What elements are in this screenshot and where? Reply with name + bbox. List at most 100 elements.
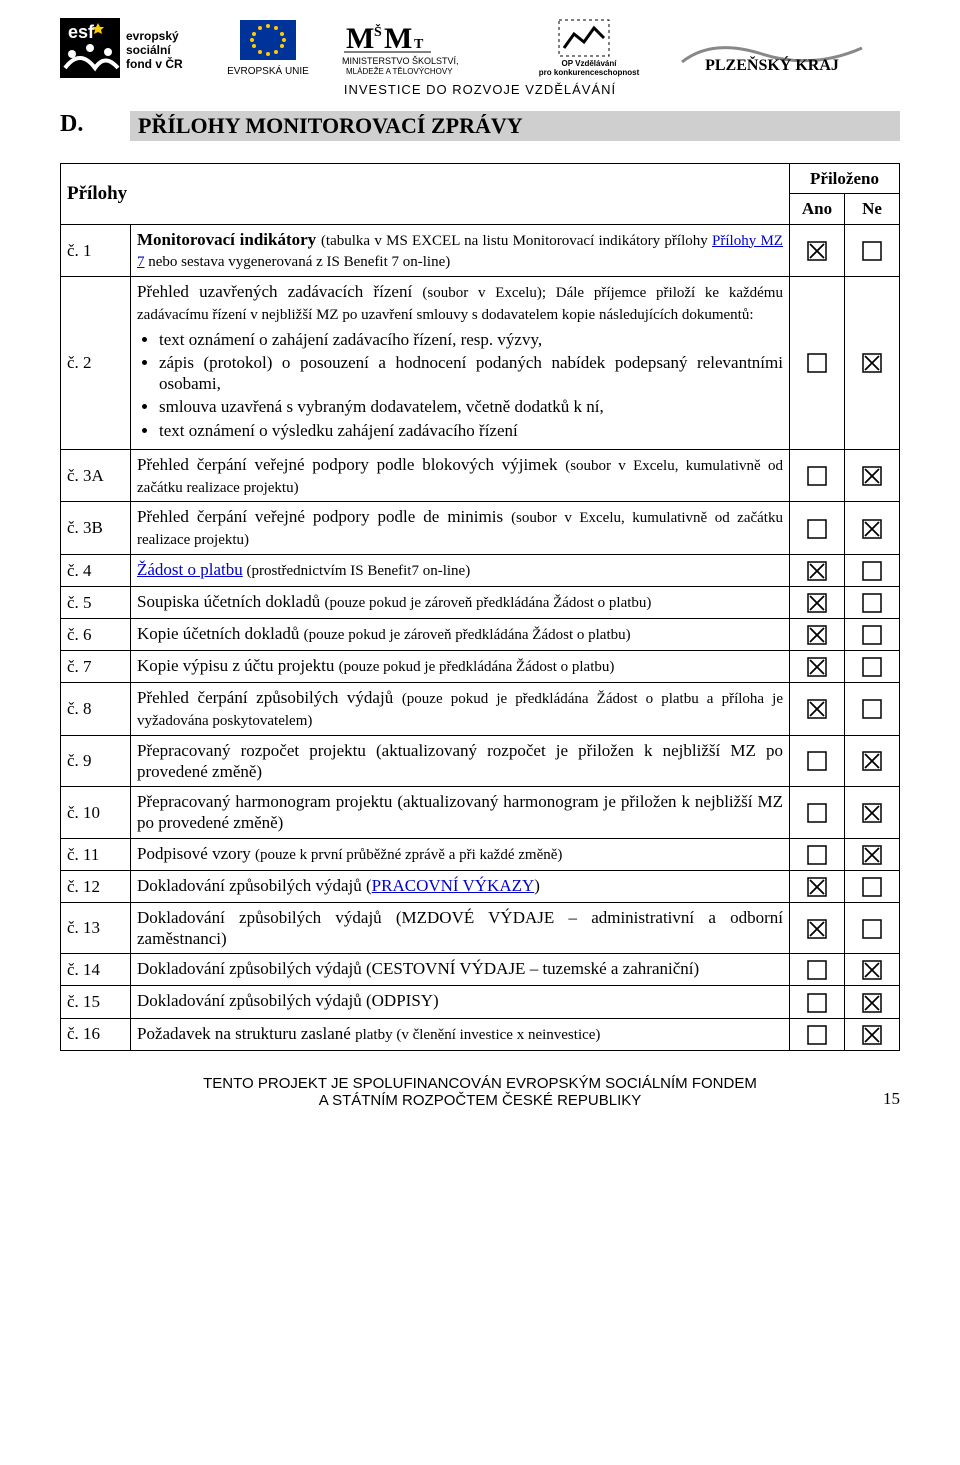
section-heading: D. PŘÍLOHY MONITOROVACÍ ZPRÁVY bbox=[60, 111, 900, 141]
checkbox-ne[interactable] bbox=[844, 683, 899, 736]
checkbox-ano[interactable] bbox=[789, 502, 844, 555]
bullet-item: smlouva uzavřená s vybraným dodavatelem,… bbox=[159, 396, 783, 417]
bullet-item: text oznámení o výsledku zahájení zadáva… bbox=[159, 420, 783, 441]
checkbox-ne[interactable] bbox=[844, 735, 899, 787]
checkbox-ano[interactable] bbox=[789, 735, 844, 787]
checkbox-ano[interactable] bbox=[789, 651, 844, 683]
checkbox-ano[interactable] bbox=[789, 954, 844, 986]
row-description: Žádost o platbu (prostřednictvím IS Bene… bbox=[131, 554, 790, 586]
checkbox-ne[interactable] bbox=[844, 1018, 899, 1050]
checkbox-ne[interactable] bbox=[844, 651, 899, 683]
th-prilohy: Přílohy bbox=[61, 164, 790, 225]
row-description: Přehled uzavřených zadávacích řízení (so… bbox=[131, 277, 790, 450]
checkbox-ne[interactable] bbox=[844, 277, 899, 450]
table-row: č. 10Přepracovaný harmonogram projektu (… bbox=[61, 787, 900, 839]
table-row: č. 5Soupiska účetních dokladů (pouze pok… bbox=[61, 586, 900, 618]
svg-text:OP Vzdělávání: OP Vzdělávání bbox=[562, 59, 618, 68]
row-description: Dokladování způsobilých výdajů (MZDOVÉ V… bbox=[131, 902, 790, 954]
row-number: č. 16 bbox=[61, 1018, 131, 1050]
row-description: Přehled čerpání veřejné podpory podle bl… bbox=[131, 449, 790, 502]
table-row: č. 13Dokladování způsobilých výdajů (MZD… bbox=[61, 902, 900, 954]
esf-logo: esf evropský sociální fond v ČR bbox=[60, 18, 200, 78]
op-logo: OP Vzdělávání pro konkurenceschopnost bbox=[524, 18, 654, 78]
th-ne: Ne bbox=[844, 194, 899, 224]
checkbox-ano[interactable] bbox=[789, 586, 844, 618]
footer-line1: TENTO PROJEKT JE SPOLUFINANCOVÁN EVROPSK… bbox=[203, 1075, 757, 1092]
bullet-item: text oznámení o zahájení zadávacího říze… bbox=[159, 329, 783, 350]
svg-text:EVROPSKÁ UNIE: EVROPSKÁ UNIE bbox=[227, 64, 309, 77]
row-description: Přehled čerpání způsobilých výdajů (pouz… bbox=[131, 683, 790, 736]
table-row: č. 16Požadavek na strukturu zaslané plat… bbox=[61, 1018, 900, 1050]
svg-text:esf: esf bbox=[68, 22, 95, 42]
row-description: Přehled čerpání veřejné podpory podle de… bbox=[131, 502, 790, 555]
row-number: č. 15 bbox=[61, 986, 131, 1018]
row-number: č. 13 bbox=[61, 902, 131, 954]
row-description: Monitorovací indikátory (tabulka v MS EX… bbox=[131, 224, 790, 277]
checkbox-ano[interactable] bbox=[789, 554, 844, 586]
checkbox-ano[interactable] bbox=[789, 787, 844, 839]
row-description: Soupiska účetních dokladů (pouze pokud j… bbox=[131, 586, 790, 618]
plzen-logo: PLZEŇSKÝ KRAJ bbox=[672, 18, 872, 78]
checkbox-ano[interactable] bbox=[789, 449, 844, 502]
svg-text:PLZEŇSKÝ KRAJ: PLZEŇSKÝ KRAJ bbox=[705, 55, 839, 74]
row-number: č. 5 bbox=[61, 586, 131, 618]
checkbox-ano[interactable] bbox=[789, 618, 844, 650]
checkbox-ano[interactable] bbox=[789, 902, 844, 954]
svg-text:M: M bbox=[346, 22, 374, 55]
svg-text:pro konkurenceschopnost: pro konkurenceschopnost bbox=[539, 68, 640, 77]
checkbox-ne[interactable] bbox=[844, 870, 899, 902]
svg-text:Š: Š bbox=[374, 23, 382, 40]
th-ano: Ano bbox=[789, 194, 844, 224]
checkbox-ne[interactable] bbox=[844, 986, 899, 1018]
row-number: č. 14 bbox=[61, 954, 131, 986]
row-number: č. 12 bbox=[61, 870, 131, 902]
row-description: Přepracovaný harmonogram projektu (aktua… bbox=[131, 787, 790, 839]
attachments-table: Přílohy Přiloženo Ano Ne č. 1Monitorovac… bbox=[60, 163, 900, 1051]
row-number: č. 3B bbox=[61, 502, 131, 555]
svg-text:M: M bbox=[384, 22, 412, 55]
checkbox-ne[interactable] bbox=[844, 954, 899, 986]
checkbox-ne[interactable] bbox=[844, 618, 899, 650]
table-row: č. 8Přehled čerpání způsobilých výdajů (… bbox=[61, 683, 900, 736]
checkbox-ne[interactable] bbox=[844, 502, 899, 555]
checkbox-ne[interactable] bbox=[844, 554, 899, 586]
checkbox-ano[interactable] bbox=[789, 1018, 844, 1050]
table-row: č. 1Monitorovací indikátory (tabulka v M… bbox=[61, 224, 900, 277]
page-number: 15 bbox=[883, 1089, 900, 1109]
checkbox-ne[interactable] bbox=[844, 787, 899, 839]
section-title: PŘÍLOHY MONITOROVACÍ ZPRÁVY bbox=[130, 111, 900, 141]
table-row: č. 7Kopie výpisu z účtu projektu (pouze … bbox=[61, 651, 900, 683]
row-number: č. 10 bbox=[61, 787, 131, 839]
row-description: Požadavek na strukturu zaslané platby (v… bbox=[131, 1018, 790, 1050]
checkbox-ano[interactable] bbox=[789, 870, 844, 902]
logo-strip: esf evropský sociální fond v ČR bbox=[60, 18, 900, 78]
row-description: Kopie výpisu z účtu projektu (pouze poku… bbox=[131, 651, 790, 683]
footer: TENTO PROJEKT JE SPOLUFINANCOVÁN EVROPSK… bbox=[60, 1075, 900, 1109]
checkbox-ano[interactable] bbox=[789, 986, 844, 1018]
checkbox-ne[interactable] bbox=[844, 902, 899, 954]
table-row: č. 9Přepracovaný rozpočet projektu (aktu… bbox=[61, 735, 900, 787]
checkbox-ano[interactable] bbox=[789, 838, 844, 870]
invest-line: INVESTICE DO ROZVOJE VZDĚLÁVÁNÍ bbox=[60, 82, 900, 97]
msmt-logo: M Š M T MINISTERSTVO ŠKOLSTVÍ, MLÁDEŽE A… bbox=[336, 18, 506, 78]
svg-text:MINISTERSTVO ŠKOLSTVÍ,: MINISTERSTVO ŠKOLSTVÍ, bbox=[342, 56, 459, 66]
checkbox-ano[interactable] bbox=[789, 683, 844, 736]
checkbox-ne[interactable] bbox=[844, 838, 899, 870]
bullet-item: zápis (protokol) o posouzení a hodnocení… bbox=[159, 352, 783, 395]
svg-text:MLÁDEŽE A TĚLOVÝCHOVY: MLÁDEŽE A TĚLOVÝCHOVY bbox=[346, 67, 453, 76]
row-number: č. 3A bbox=[61, 449, 131, 502]
table-row: č. 12Dokladování způsobilých výdajů (PRA… bbox=[61, 870, 900, 902]
row-description: Kopie účetních dokladů (pouze pokud je z… bbox=[131, 618, 790, 650]
svg-text:fond v ČR: fond v ČR bbox=[126, 56, 183, 71]
checkbox-ne[interactable] bbox=[844, 449, 899, 502]
row-number: č. 2 bbox=[61, 277, 131, 450]
checkbox-ano[interactable] bbox=[789, 224, 844, 277]
row-number: č. 1 bbox=[61, 224, 131, 277]
row-number: č. 9 bbox=[61, 735, 131, 787]
row-description: Dokladování způsobilých výdajů (ODPISY) bbox=[131, 986, 790, 1018]
checkbox-ano[interactable] bbox=[789, 277, 844, 450]
checkbox-ne[interactable] bbox=[844, 224, 899, 277]
checkbox-ne[interactable] bbox=[844, 586, 899, 618]
row-number: č. 4 bbox=[61, 554, 131, 586]
row-description: Přepracovaný rozpočet projektu (aktualiz… bbox=[131, 735, 790, 787]
